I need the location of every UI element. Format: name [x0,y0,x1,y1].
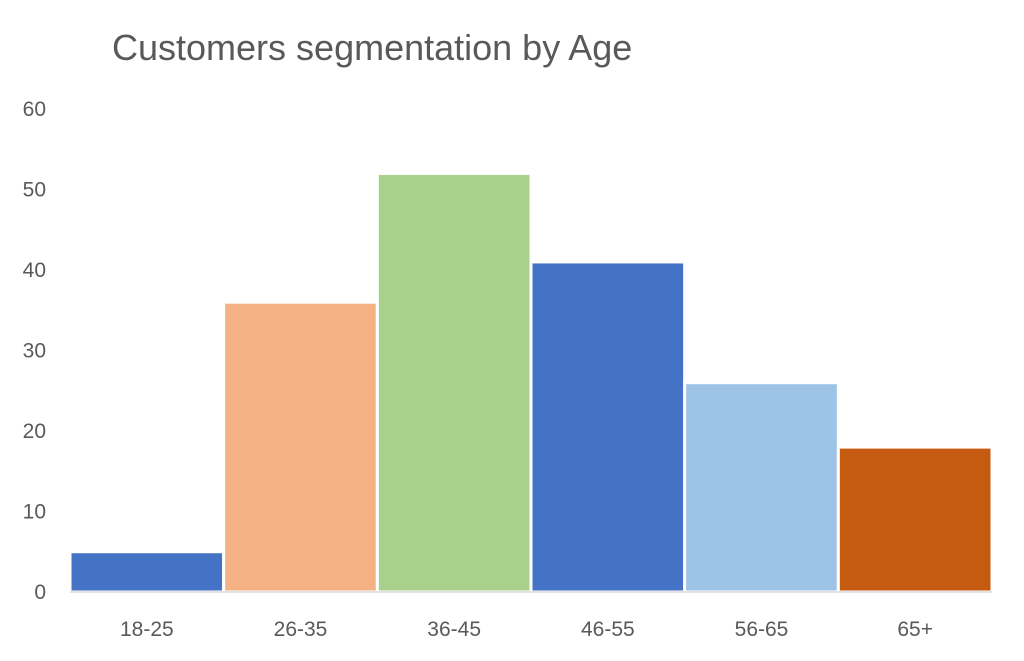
y-tick-label: 40 [23,259,46,282]
y-axis-ticks: 0 10 20 30 40 50 60 [23,98,46,604]
x-tick-label: 65+ [897,618,933,641]
x-axis-ticks: 18-25 26-35 36-45 46-55 56-65 65+ [120,618,933,641]
chart-title: Customers segmentation by Age [112,27,632,68]
y-tick-label: 30 [23,340,46,363]
x-tick-label: 56-65 [735,618,789,641]
bar-46-55 [529,260,687,594]
y-tick-label: 0 [34,581,46,604]
bar-18-25 [68,550,226,594]
y-tick-label: 60 [23,98,46,121]
x-tick-label: 46-55 [581,618,635,641]
bar-26-35 [222,300,379,594]
bars [68,171,994,594]
bar-36-45 [375,171,533,594]
bar-56-65 [683,381,840,594]
x-tick-label: 18-25 [120,618,174,641]
y-tick-label: 20 [23,420,46,443]
y-tick-label: 10 [23,501,46,524]
x-tick-label: 36-45 [427,618,481,641]
x-tick-label: 26-35 [274,618,328,641]
bar-65+ [836,445,994,594]
y-tick-label: 50 [23,179,46,202]
